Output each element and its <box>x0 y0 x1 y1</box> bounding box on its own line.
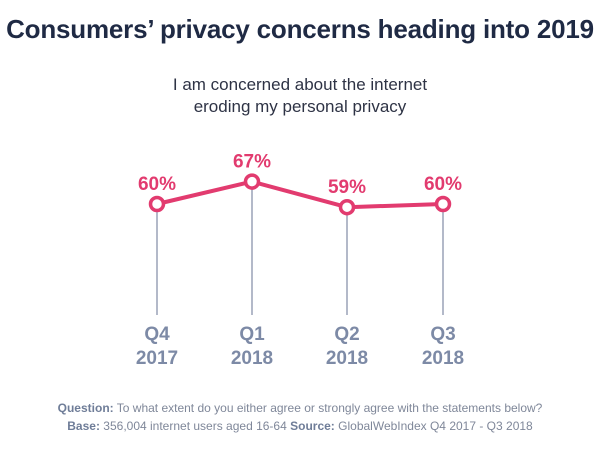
question-label: Question: <box>57 401 114 415</box>
tick-label-year-0: 2017 <box>136 348 178 369</box>
tick-label-year-2: 2018 <box>326 348 368 369</box>
data-label-2: 59% <box>328 177 366 198</box>
tick-label-period-0: Q4 <box>144 324 170 345</box>
footer-base-line: Base: 356,004 internet users aged 16-64 … <box>0 417 600 435</box>
tick-label-period-2: Q2 <box>334 324 359 345</box>
data-label-0: 60% <box>138 174 176 195</box>
chart-title: Consumers’ privacy concerns heading into… <box>6 14 594 44</box>
tick-label-period-3: Q3 <box>430 324 455 345</box>
data-labels-layer: 60% 67% 59% 60% <box>138 152 462 199</box>
tick-label-year-3: 2018 <box>422 348 464 369</box>
data-point-1 <box>243 173 261 190</box>
question-text: To what extent do you either agree or st… <box>116 401 543 415</box>
x-axis-tick-labels: Q4 2017 Q1 2018 Q2 2018 Q3 2018 <box>136 324 464 369</box>
series-line-0 <box>155 179 445 210</box>
tick-label-year-1: 2018 <box>231 348 273 369</box>
chart-footer: Question: To what extent do you either a… <box>0 399 600 435</box>
footer-question-line: Question: To what extent do you either a… <box>0 399 600 417</box>
data-point-2 <box>338 198 356 216</box>
chart-subtitle: I am concerned about the internet erodin… <box>172 75 428 116</box>
data-label-3: 60% <box>424 174 462 195</box>
data-point-3 <box>434 195 452 213</box>
base-text: 356,004 internet users aged 16-64 <box>103 419 287 433</box>
tick-label-period-1: Q1 <box>239 324 265 345</box>
base-label: Base: <box>67 419 100 433</box>
lines-layer <box>155 179 445 210</box>
data-point-0 <box>148 195 166 213</box>
line-chart: 60% 67% 59% 60% Q4 2017 Q1 2018 Q2 2018 Q3 2018 <box>136 152 464 369</box>
source-label: Source: <box>290 419 335 433</box>
stems-layer <box>156 181 444 315</box>
source-text: GlobalWebIndex Q4 2017 - Q3 2018 <box>338 419 533 433</box>
data-label-1: 67% <box>233 152 271 173</box>
points-layer <box>148 173 452 216</box>
